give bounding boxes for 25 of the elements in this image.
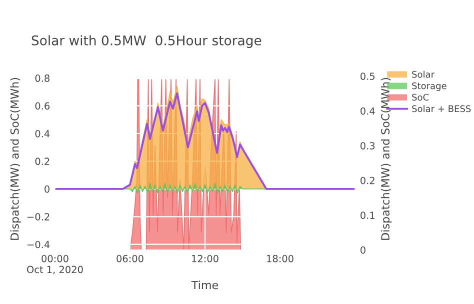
x-tick-label: 12:00 <box>192 254 218 262</box>
legend-label: Solar + BESS <box>412 105 471 112</box>
x-tick-label: 06:00 <box>116 254 144 262</box>
y-tick-label: 0.8 <box>35 74 50 82</box>
y-tick-label: −0.2 <box>28 213 50 220</box>
y-tick-label: 0.6 <box>35 102 50 110</box>
y-axis-title: Dispatch(MW) and SoC(MWh) <box>10 78 21 240</box>
x-tick-label: 00:00 Oct 1, 2020 <box>27 254 83 274</box>
y-tick-label: 0 <box>44 185 50 193</box>
y2-tick-label: 0.2 <box>360 176 374 184</box>
x-tick-label: 18:00 <box>267 254 294 262</box>
y-tick-label: −0.4 <box>28 240 50 248</box>
y-tick-label: 0.2 <box>35 158 50 166</box>
legend-label: Solar <box>412 70 435 78</box>
y2-tick-label: 0.5 <box>360 72 374 80</box>
y2-tick-label: 0.1 <box>360 212 374 219</box>
legend-label: Storage <box>412 82 446 91</box>
y2-tick-label: 0 <box>360 246 366 254</box>
x-axis-title: Time <box>191 280 218 290</box>
y-tick-label: 0.4 <box>35 130 50 138</box>
y2-tick-label: 0.3 <box>360 142 375 150</box>
y2-tick-label: 0.4 <box>360 107 375 115</box>
y2-axis-title: Dispatch(MW) and SoC(MWh) <box>380 78 392 240</box>
legend-label: SoC <box>412 94 429 101</box>
chart-title: Solar with 0.5MW 0.5Hour storage <box>32 35 262 48</box>
